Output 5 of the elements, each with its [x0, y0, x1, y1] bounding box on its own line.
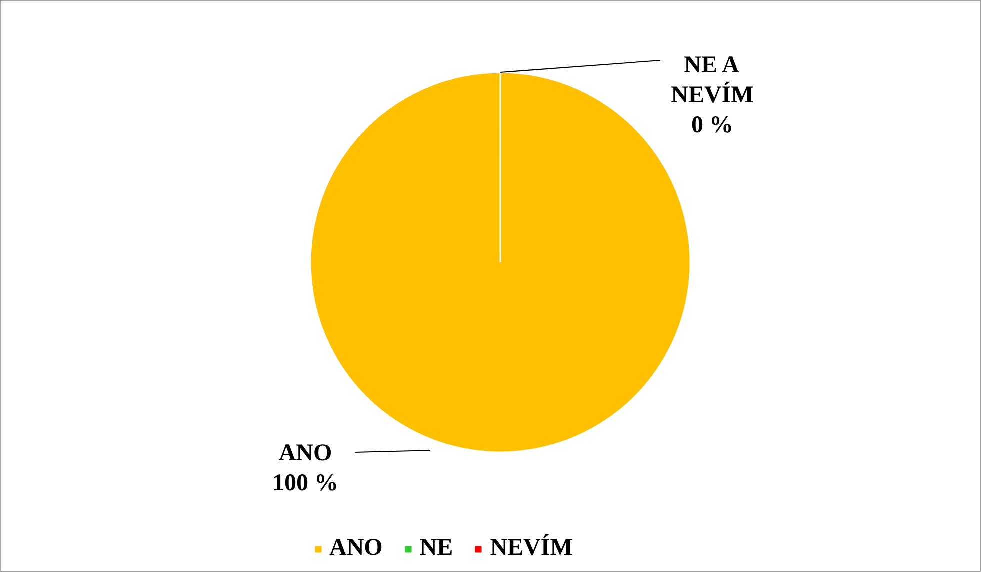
legend-label: NEVÍM [490, 535, 573, 562]
data-label: ANO 100 % [272, 440, 338, 496]
text: NE A NEVÍM 0 % [671, 52, 754, 138]
legend-label: NE [420, 535, 454, 562]
legend-label: ANO [330, 535, 383, 562]
